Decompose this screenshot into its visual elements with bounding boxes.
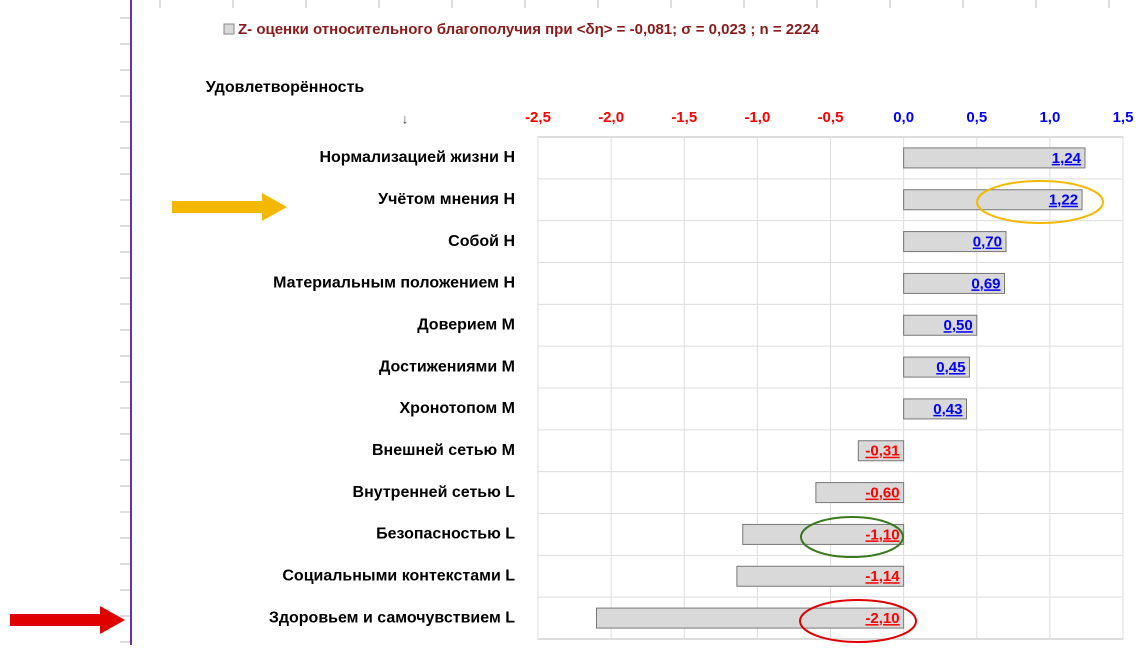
bar xyxy=(857,440,905,462)
legend-label: Z- оценки относительного благополучия пр… xyxy=(238,21,820,38)
x-tick-label: -2,5 xyxy=(525,109,551,126)
category-label: Хронотопом M xyxy=(400,400,516,417)
x-tick-label: -0,5 xyxy=(818,109,844,126)
value-label: -0,31 xyxy=(865,443,899,460)
value-label: 0,69 xyxy=(971,275,1000,292)
bar xyxy=(815,482,905,504)
value-label: 1,22 xyxy=(1049,192,1078,209)
bar xyxy=(903,189,1083,211)
x-tick-label: 0,0 xyxy=(893,109,914,126)
y-axis-arrow: ↓ xyxy=(402,111,409,127)
arrow xyxy=(10,606,125,634)
category-label: Нормализацией жизни H xyxy=(319,149,515,166)
bar xyxy=(903,147,1086,169)
category-label: Здоровьем и самочувствием L xyxy=(269,609,515,626)
bar xyxy=(596,607,905,629)
value-label: 0,50 xyxy=(944,317,973,334)
category-label: Материальным положением H xyxy=(273,275,515,292)
category-label: Внешней сетью M xyxy=(372,442,515,459)
value-label: -1,14 xyxy=(865,568,900,585)
highlight-ellipse xyxy=(799,599,917,643)
bar xyxy=(903,231,1007,253)
x-tick-label: 1,0 xyxy=(1039,109,1060,126)
category-label: Доверием M xyxy=(417,316,515,333)
bar xyxy=(903,398,968,420)
category-label: Собой H xyxy=(448,233,515,250)
y-axis-title: Удовлетворённость xyxy=(206,79,365,96)
sheet-ticks xyxy=(120,0,1110,643)
category-label: Безопасностью L xyxy=(376,526,515,543)
bar xyxy=(736,565,905,587)
x-tick-label: -1,0 xyxy=(744,109,770,126)
value-label: 0,45 xyxy=(936,359,965,376)
arrow xyxy=(172,193,287,221)
value-label: -0,60 xyxy=(865,485,899,502)
x-tick-label: -2,0 xyxy=(598,109,624,126)
highlight-ellipse xyxy=(976,180,1104,224)
value-label: -2,10 xyxy=(865,610,899,627)
x-tick-label: -1,5 xyxy=(671,109,697,126)
value-label: 0,70 xyxy=(973,234,1002,251)
bar xyxy=(903,356,970,378)
category-label: Внутренней сетью L xyxy=(353,484,516,501)
bar xyxy=(903,272,1006,294)
x-tick-label: 1,5 xyxy=(1113,109,1134,126)
category-label: Социальными контекстами L xyxy=(282,567,515,584)
value-label: 1,24 xyxy=(1052,150,1082,167)
value-label: 0,43 xyxy=(933,401,962,418)
highlight-ellipse xyxy=(800,516,904,558)
category-label: Достижениями M xyxy=(379,358,515,375)
bar xyxy=(903,314,978,336)
category-label: Учётом мнения H xyxy=(378,191,515,208)
value-label: -1,10 xyxy=(865,526,899,543)
legend-swatch xyxy=(223,23,235,35)
x-tick-label: 0,5 xyxy=(966,109,987,126)
